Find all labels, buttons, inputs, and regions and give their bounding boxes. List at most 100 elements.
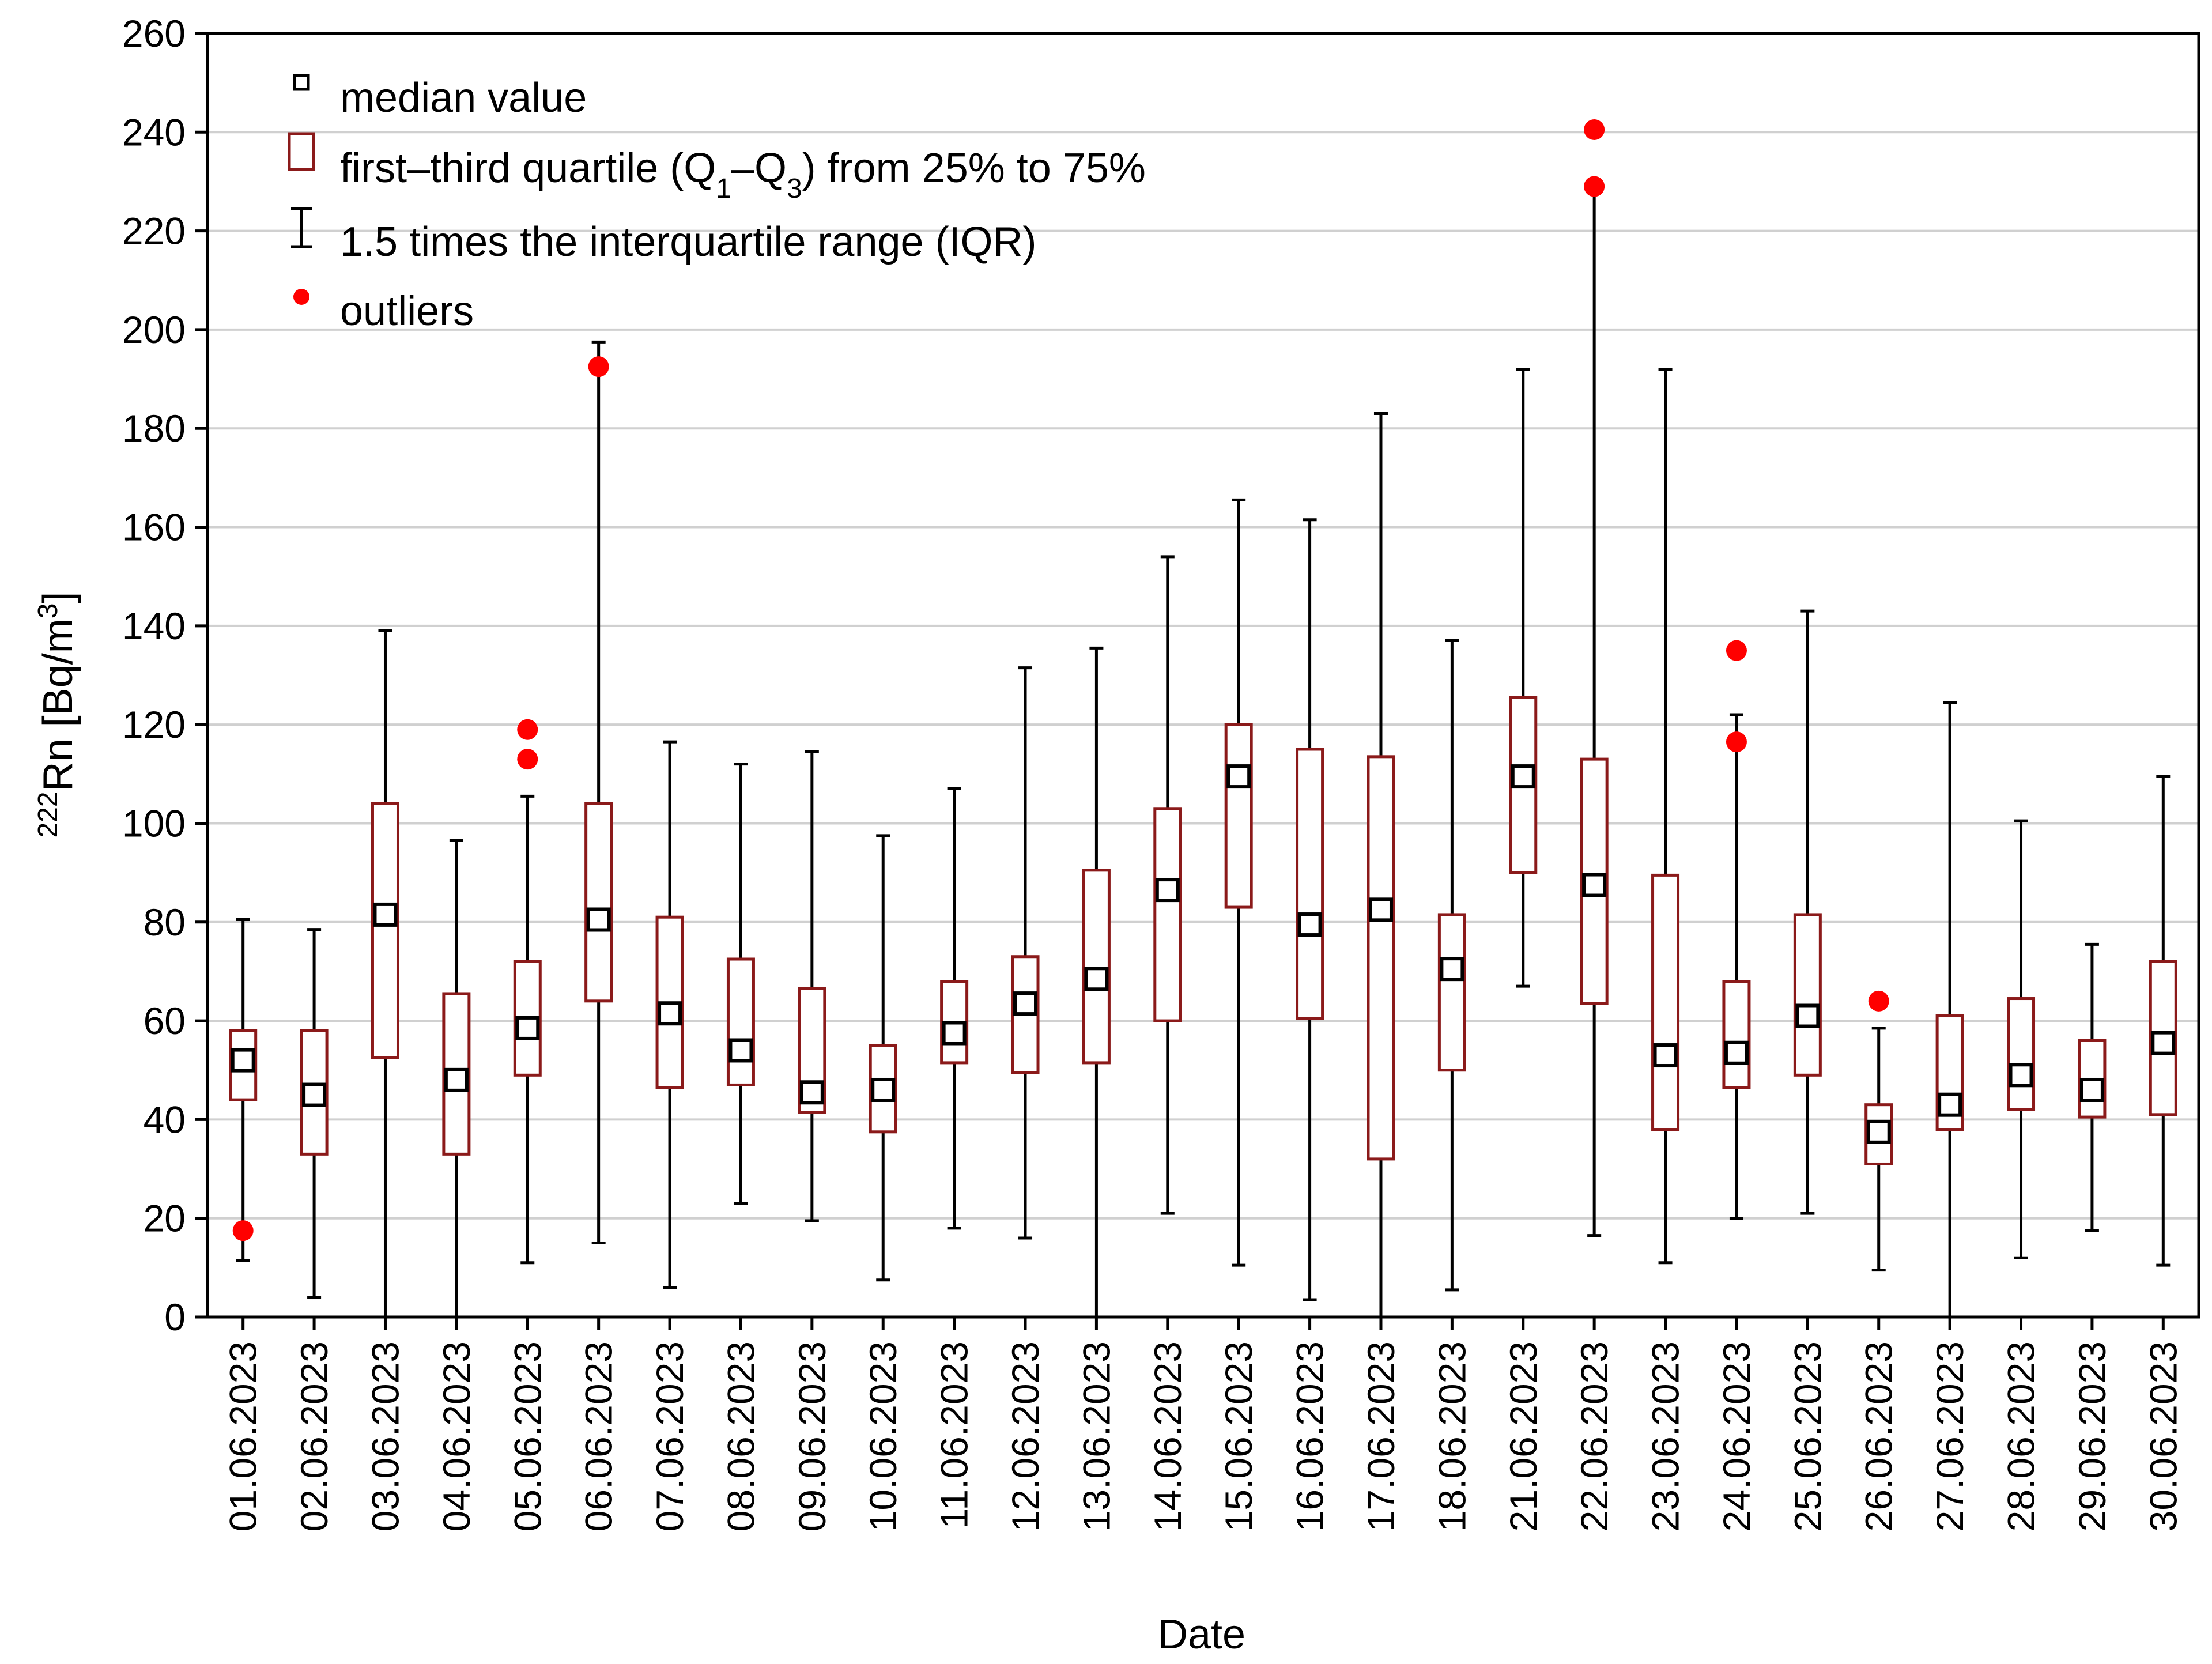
median-marker	[1795, 1003, 1820, 1028]
outlier-point	[1584, 176, 1605, 197]
legend-quartile-symbol	[288, 132, 315, 171]
y-tick-label: 240	[122, 111, 186, 153]
x-tick-label: 08.06.2023	[719, 1341, 762, 1531]
median-marker	[799, 1080, 824, 1105]
box-group	[442, 839, 471, 1319]
x-tick-label: 02.06.2023	[293, 1341, 335, 1531]
x-tick-label: 27.06.2023	[1928, 1341, 1971, 1531]
x-tick-label: 24.06.2023	[1715, 1341, 1758, 1531]
y-axis-title-prefix-sup: 222	[33, 791, 63, 837]
quartile-box	[1793, 913, 1822, 1077]
box-group	[1580, 119, 1609, 1237]
outlier-point	[1726, 640, 1747, 661]
box-group	[229, 918, 258, 1262]
median-marker	[871, 1077, 896, 1102]
x-axis-title: Date	[1158, 1612, 1245, 1658]
legend-item-quartile: first–third quartile (Q1–Q3) from 25% to…	[288, 132, 1146, 204]
x-tick-label: 04.06.2023	[435, 1341, 478, 1531]
legend-whisker-label: 1.5 times the interquartile range (IQR)	[340, 219, 1037, 265]
box-group	[2007, 819, 2036, 1259]
y-tick-label: 60	[144, 999, 186, 1042]
y-tick-label: 160	[122, 506, 186, 549]
x-tick-label: 22.06.2023	[1573, 1341, 1615, 1531]
box-group	[1722, 640, 1751, 1220]
legend-quartile-sub2: 3	[787, 173, 802, 204]
quartile-box	[1367, 755, 1395, 1161]
median-marker	[373, 902, 398, 927]
outlier-point	[1584, 119, 1605, 141]
x-tick-label: 17.06.2023	[1360, 1341, 1402, 1531]
box-group	[869, 834, 897, 1282]
legend: median value first–third quartile (Q1–Q3…	[288, 74, 1146, 334]
y-tick-label: 180	[122, 407, 186, 450]
quartile-box	[1224, 723, 1253, 909]
box-group	[655, 740, 684, 1289]
y-axis-ticks: 0 20 40 60 80 100 120 140 160 180 200 220 240 260	[122, 12, 207, 1338]
legend-item-outlier: outliers	[293, 288, 474, 334]
median-marker	[1582, 873, 1607, 897]
box-group	[1367, 412, 1395, 1319]
median-marker	[1938, 1092, 1962, 1117]
legend-item-median: median value	[293, 74, 587, 121]
median-marker	[1084, 967, 1109, 991]
legend-quartile-label: first–third quartile (Q1–Q3) from 25% to…	[340, 145, 1146, 204]
x-tick-label: 23.06.2023	[1644, 1341, 1687, 1531]
legend-median-label: median value	[340, 75, 587, 121]
x-tick-label: 16.06.2023	[1289, 1341, 1331, 1531]
plot-frame	[206, 32, 2200, 1319]
box-group	[1651, 367, 1680, 1265]
x-tick-label: 28.06.2023	[2000, 1341, 2043, 1531]
y-tick-label: 20	[144, 1197, 186, 1240]
median-marker	[728, 1038, 753, 1063]
box-group	[1011, 666, 1040, 1240]
median-marker	[586, 907, 611, 932]
y-tick-label: 40	[144, 1098, 186, 1141]
y-tick-label: 140	[122, 605, 186, 647]
x-tick-label: 12.06.2023	[1004, 1341, 1047, 1531]
box-group	[1437, 639, 1466, 1292]
legend-item-whisker: 1.5 times the interquartile range (IQR)	[291, 207, 1037, 265]
legend-quartile-mid: –Q	[731, 145, 787, 191]
x-tick-label: 09.06.2023	[791, 1341, 833, 1531]
y-axis-title-suffix: ]	[35, 592, 81, 603]
median-marker	[515, 1016, 540, 1040]
y-axis-title-unit-sup: 3	[33, 603, 63, 619]
legend-median-symbol	[293, 74, 310, 91]
legend-quartile-prefix: first–third quartile (Q	[340, 145, 716, 191]
x-tick-label: 06.06.2023	[577, 1341, 620, 1531]
x-tick-label: 18.06.2023	[1430, 1341, 1473, 1531]
quartile-box	[1153, 807, 1182, 1022]
box-group	[1793, 609, 1822, 1215]
outlier-point	[232, 1220, 254, 1242]
median-marker	[1724, 1040, 1749, 1065]
x-tick-label: 11.06.2023	[933, 1341, 976, 1529]
median-marker	[658, 1001, 682, 1026]
x-tick-label: 30.06.2023	[2142, 1341, 2184, 1531]
median-marker	[1013, 991, 1038, 1016]
x-axis-ticks: 01.06.2023 02.06.2023 03.06.2023 04.06.2023…	[222, 1317, 2184, 1531]
x-tick-label: 25.06.2023	[1786, 1341, 1829, 1531]
median-marker	[1155, 878, 1180, 903]
outlier-point	[1868, 990, 1889, 1012]
legend-quartile-sub1: 1	[716, 173, 731, 204]
quartile-box	[726, 957, 755, 1086]
box-group	[2078, 942, 2107, 1232]
box-group	[300, 928, 329, 1299]
y-tick-label: 220	[122, 210, 186, 252]
box-group	[1153, 555, 1182, 1215]
y-tick-label: 120	[122, 703, 186, 746]
legend-quartile-suffix: ) from 25% to 75%	[802, 145, 1146, 191]
quartile-box	[1651, 873, 1680, 1131]
median-marker	[231, 1048, 255, 1073]
outlier-point	[517, 749, 538, 770]
median-marker	[1297, 912, 1322, 937]
y-tick-label: 260	[122, 12, 186, 55]
median-marker	[1866, 1119, 1891, 1144]
quartile-box	[1437, 913, 1466, 1072]
box-group	[1509, 367, 1538, 988]
legend-outlier-symbol	[293, 289, 309, 305]
x-tick-label: 21.06.2023	[1502, 1341, 1545, 1531]
y-tick-label: 100	[122, 802, 186, 844]
median-marker	[1511, 764, 1535, 789]
